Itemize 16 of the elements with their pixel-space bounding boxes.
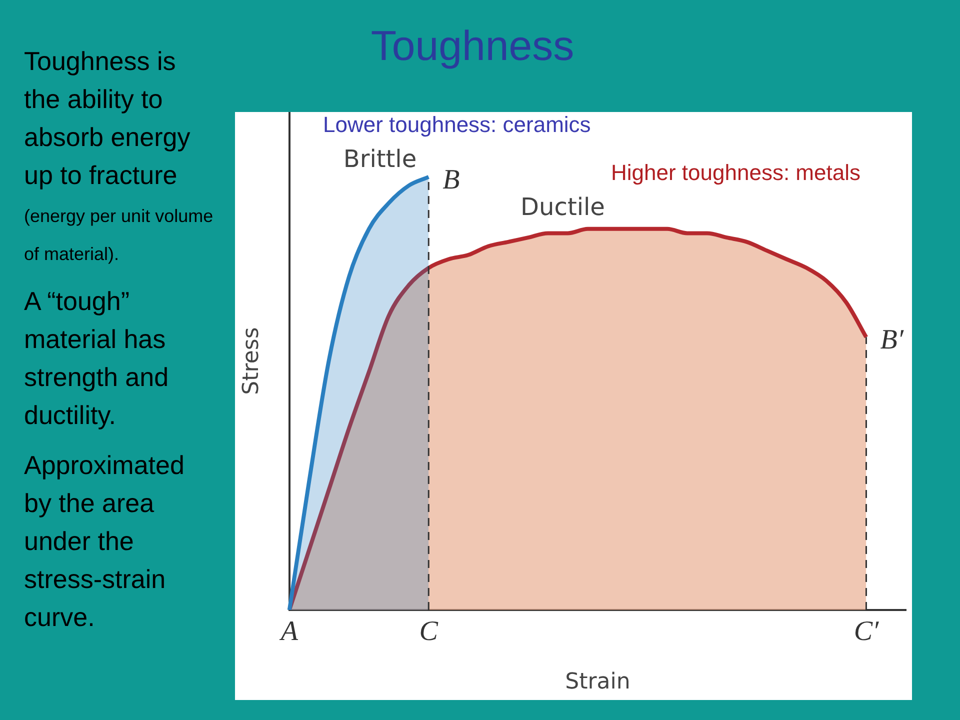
annotation: Higher toughness: metals — [611, 160, 860, 186]
text: (energy per unit volume of material). — [24, 206, 214, 264]
chart-title: Toughness — [370, 22, 576, 70]
series-label: Brittle — [343, 144, 417, 173]
annotation: B′ — [880, 324, 904, 356]
series-label: Ductile — [520, 192, 605, 221]
x-tick-label: C — [419, 616, 438, 648]
text: A “tough” material has strength and ductility. — [24, 285, 170, 432]
y-axis-title: Stress — [238, 327, 264, 395]
x-tick-label: C′ — [854, 616, 880, 648]
text: Lower toughness: ceramics — [323, 112, 591, 138]
text: Approximated by the area under the stress-strain curve. — [24, 449, 186, 634]
text: Toughness is the ability to absorb energy up to fracture — [24, 46, 190, 190]
x-tick-label: A — [278, 616, 299, 648]
x-axis-title: Strain — [565, 670, 630, 695]
annotation: B — [442, 164, 460, 196]
